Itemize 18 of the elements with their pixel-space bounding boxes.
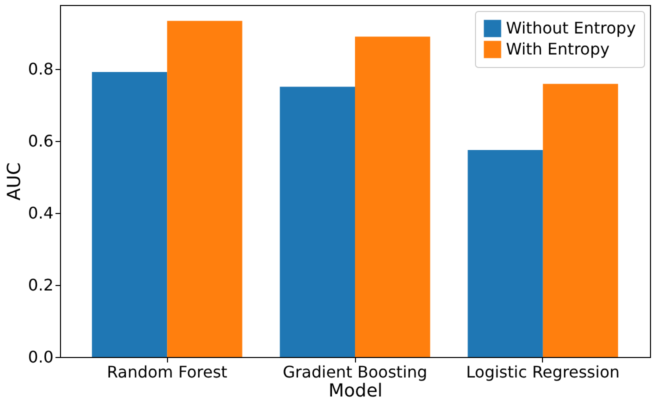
y-tick-label: 0.8	[28, 60, 54, 79]
x-tick-label: Gradient Boosting	[282, 362, 428, 382]
y-axis-title: AUC	[4, 162, 26, 201]
y-tick-label: 0.6	[28, 132, 54, 151]
y-tick-label: 0.2	[28, 276, 54, 295]
legend-label: With Entropy	[506, 40, 610, 58]
y-tick-label: 0.0	[28, 348, 54, 366]
legend-label: Without Entropy	[506, 18, 636, 38]
bar	[167, 20, 242, 357]
bar	[92, 72, 168, 357]
bar	[468, 150, 543, 357]
bar	[355, 36, 430, 357]
bar	[280, 86, 355, 357]
x-tick-label: Logistic Regression	[466, 362, 620, 382]
y-tick-label: 0.4	[28, 204, 54, 223]
bar	[542, 84, 618, 357]
x-axis-title: Model	[328, 380, 383, 402]
x-tick-label: Random Forest	[106, 362, 228, 382]
